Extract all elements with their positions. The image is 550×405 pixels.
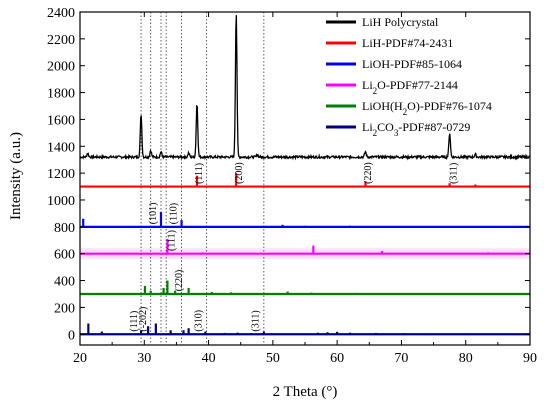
x-tick-label-3: 50 [266, 351, 280, 366]
legend-label-0: LiH Polycrystal [362, 15, 439, 29]
axes: 20 30 40 50 60 70 80 90 0 200 400 600 800 1000 1200 140… [47, 6, 537, 366]
y-tick-label-4: 800 [54, 221, 75, 236]
x-tick-label-5: 70 [394, 351, 408, 366]
peak-label-7: (220) [174, 270, 185, 292]
series-line-0 [79, 15, 531, 161]
peak-label-8: (111) [129, 311, 140, 332]
legend-label-1: LiH-PDF#74-2431 [362, 36, 453, 50]
peak-label-4: (101) [148, 203, 159, 225]
x-tick-label-4: 60 [330, 351, 344, 366]
x-tick-label-2: 40 [202, 351, 216, 366]
y-tick-label-12: 2400 [47, 6, 75, 21]
x-tick-label-1: 30 [137, 351, 151, 366]
y-tick-label-5: 1000 [47, 194, 75, 209]
y-tick-label-9: 1800 [47, 87, 75, 102]
y-tick-label-10: 2000 [47, 60, 75, 75]
y-tick-label-2: 400 [54, 275, 75, 290]
y-tick-label-1: 200 [54, 301, 75, 316]
plot-area: (111) (200) (220) (311) (101) (110) (111) (220)… [79, 12, 531, 345]
y-tick-label-0: 0 [68, 328, 75, 343]
peak-label-0: (111) [194, 163, 205, 184]
legend-label-5: Li2CO3-PDF#87-0729 [362, 120, 470, 138]
peak-label-11: (311) [251, 310, 262, 331]
y-tick-label-3: 600 [54, 248, 75, 263]
legend-label-3: Li2O-PDF#77-2144 [362, 78, 458, 96]
y-tick-label-11: 2200 [47, 33, 75, 48]
peak-label-5: (110) [168, 203, 179, 224]
peak-label-10: (310) [194, 310, 205, 332]
x-axis-title: 2 Theta (°) [273, 384, 338, 400]
y-tick-label-8: 1600 [47, 113, 75, 128]
peak-label-2: (220) [363, 162, 374, 184]
x-tick-label-7: 90 [523, 351, 537, 366]
y-tick-label-6: 1200 [47, 167, 75, 182]
legend-label-4: LiOH(H2O)-PDF#76-1074 [362, 99, 492, 117]
peak-label-1: (200) [234, 162, 245, 184]
x-tick-label-0: 20 [73, 351, 87, 366]
y-tick-label-7: 1400 [47, 140, 75, 155]
x-tick-label-6: 80 [459, 351, 473, 366]
peak-label-6: (111) [167, 230, 178, 251]
legend: LiH Polycrystal LiH-PDF#74-2431 LiOH-PDF#8… [326, 15, 492, 138]
peak-label-3: (311) [449, 163, 460, 184]
y-axis-title: Intensity (a.u.) [8, 132, 24, 220]
peak-label-9: (-202) [138, 307, 149, 332]
legend-label-2: LiOH-PDF#85-1064 [362, 57, 462, 71]
